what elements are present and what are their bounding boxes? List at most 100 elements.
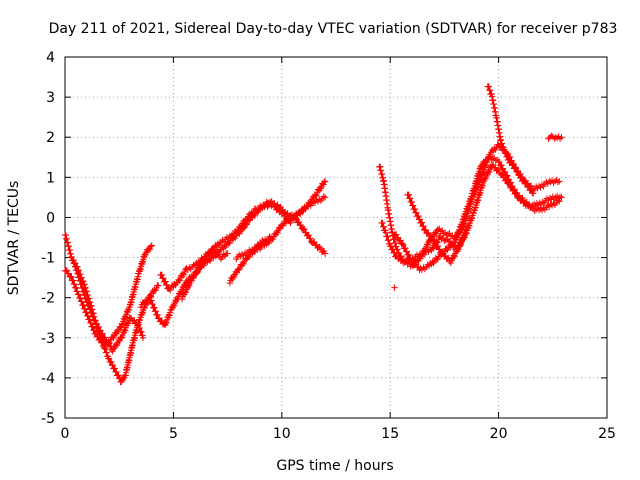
- data-point: [415, 212, 422, 220]
- x-tick-label: 25: [598, 426, 616, 442]
- data-point: [99, 330, 106, 337]
- data-point: [77, 294, 84, 302]
- data-point: [460, 216, 467, 223]
- data-point: [416, 216, 424, 223]
- data-point: [537, 205, 544, 212]
- data-point: [486, 168, 493, 176]
- y-tick-label: 3: [46, 90, 55, 106]
- data-point: [74, 288, 81, 295]
- data-point: [136, 324, 143, 332]
- data-point: [408, 198, 416, 206]
- data-point: [92, 317, 99, 324]
- data-point: [224, 250, 231, 257]
- data-point: [391, 284, 398, 291]
- chart-title: Day 211 of 2021, Sidereal Day-to-day VTE…: [49, 21, 618, 37]
- data-point: [467, 196, 475, 203]
- data-point: [158, 271, 166, 279]
- data-point: [532, 183, 540, 190]
- data-point: [501, 168, 509, 176]
- data-point: [556, 178, 563, 185]
- data-point: [500, 144, 507, 151]
- data-point: [420, 222, 427, 230]
- data-point: [550, 179, 557, 186]
- data-point: [403, 256, 411, 263]
- data-point: [530, 190, 537, 197]
- data-points: [61, 83, 565, 386]
- data-point: [236, 266, 243, 274]
- data-point: [152, 308, 159, 315]
- data-point: [407, 254, 414, 262]
- data-point: [498, 161, 505, 169]
- y-tick-label: 0: [46, 210, 55, 226]
- data-point: [551, 135, 558, 142]
- data-point: [391, 249, 398, 257]
- x-tick-label: 15: [381, 426, 399, 442]
- data-point: [321, 194, 329, 201]
- data-point: [519, 194, 526, 202]
- data-point: [148, 242, 155, 249]
- data-point: [148, 297, 155, 304]
- data-point: [441, 237, 448, 245]
- data-point: [504, 172, 511, 180]
- data-point: [552, 194, 559, 201]
- data-point: [505, 176, 512, 183]
- data-point: [149, 300, 156, 308]
- data-point: [138, 328, 145, 336]
- data-point: [462, 227, 469, 234]
- data-point: [113, 368, 120, 376]
- data-point: [384, 233, 391, 240]
- data-point: [109, 348, 116, 355]
- data-point: [81, 305, 89, 312]
- data-point: [197, 264, 204, 271]
- data-point: [548, 132, 555, 139]
- data-point: [125, 306, 133, 314]
- data-point: [86, 316, 93, 323]
- data-point: [183, 264, 190, 272]
- data-point: [504, 153, 511, 160]
- data-point: [119, 321, 126, 328]
- data-point: [466, 222, 473, 230]
- y-tick-label: 4: [46, 50, 55, 66]
- data-point: [163, 319, 170, 327]
- data-point: [397, 257, 405, 265]
- data-point: [545, 203, 553, 211]
- data-point: [458, 221, 465, 229]
- grid-lines: [65, 57, 607, 418]
- data-point: [400, 241, 407, 248]
- data-point: [147, 243, 154, 250]
- data-point: [451, 253, 458, 260]
- data-point: [271, 200, 278, 207]
- data-point: [514, 168, 522, 176]
- data-point: [537, 184, 544, 191]
- data-point: [162, 278, 169, 285]
- y-axis-label: SDTVAR / TECUs: [6, 181, 22, 296]
- y-tick-label: -4: [41, 371, 55, 387]
- data-point: [68, 273, 75, 281]
- x-axis-label: GPS time / hours: [276, 458, 393, 474]
- data-point: [552, 134, 559, 141]
- data-point: [468, 193, 475, 200]
- data-point: [266, 233, 273, 240]
- data-point: [440, 230, 447, 237]
- data-point: [497, 136, 504, 143]
- data-point: [413, 209, 420, 216]
- data-point: [385, 237, 392, 244]
- data-point: [399, 257, 406, 264]
- data-point: [155, 282, 162, 289]
- data-point: [447, 259, 455, 267]
- data-point: [417, 264, 424, 272]
- data-point: [186, 282, 193, 289]
- data-point: [274, 229, 281, 237]
- data-point: [105, 355, 113, 362]
- data-point: [308, 198, 315, 206]
- data-point: [154, 311, 161, 319]
- data-point: [547, 178, 554, 186]
- data-point: [176, 277, 183, 284]
- data-point: [538, 181, 546, 188]
- data-point: [387, 242, 395, 250]
- data-point: [261, 236, 269, 243]
- data-point: [556, 193, 564, 200]
- data-point: [108, 358, 115, 365]
- data-point: [531, 207, 538, 215]
